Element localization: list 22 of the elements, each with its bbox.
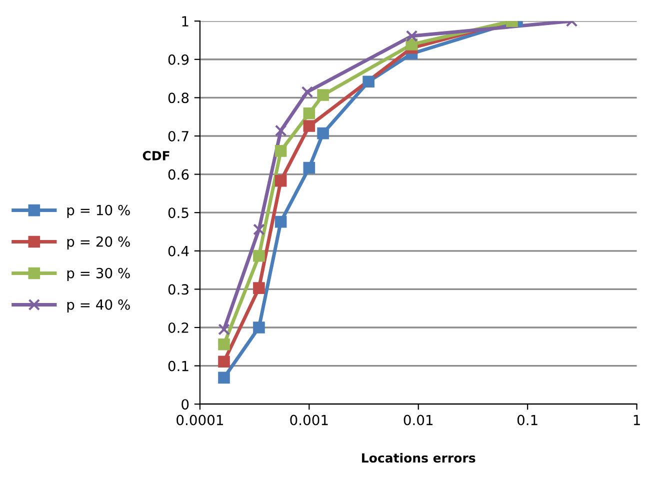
- y-axis-title: CDF: [142, 150, 170, 160]
- legend-label: p = 30 %: [67, 268, 130, 282]
- y-tick-label: 0.2: [168, 322, 188, 333]
- y-tick-label: 0.8: [168, 92, 189, 104]
- y-tick-label: 0.3: [168, 284, 188, 295]
- x-tick-label: 0.01: [404, 414, 433, 426]
- x-axis-title: Locations errors: [362, 452, 476, 463]
- y-tick-label: 1: [182, 16, 188, 26]
- legend-label: p = 20 %: [67, 236, 130, 250]
- y-tick-label: 0.1: [168, 360, 188, 372]
- y-tick-label: 0.5: [168, 208, 188, 218]
- legend-label: p = 10 %: [67, 204, 130, 218]
- y-tick-label: 0.9: [168, 54, 189, 65]
- legend-label: p = 40 %: [67, 299, 130, 313]
- x-tick-label: 0.1: [517, 414, 538, 426]
- x-tick-label: 0.001: [290, 414, 328, 426]
- x-tick-label: 0.0001: [176, 414, 223, 426]
- x-tick-label: 1: [634, 414, 640, 426]
- y-tick-label: 0.4: [168, 246, 189, 256]
- y-tick-label: 0.6: [168, 169, 189, 180]
- y-tick-label: 0: [182, 399, 189, 410]
- y-tick-label: 0.7: [168, 130, 188, 142]
